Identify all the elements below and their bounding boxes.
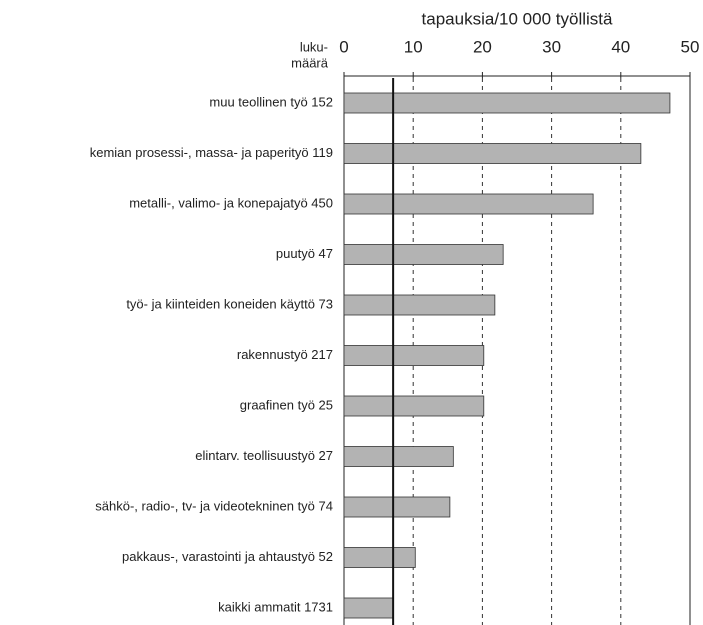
bar — [343, 547, 416, 568]
x-axis-label: tapauksia/10 000 työllistä — [422, 9, 613, 28]
x-tick-label: 40 — [611, 37, 630, 56]
y-tick-label: graafinen työ 25 — [240, 397, 333, 412]
y-tick-label: sähkö-, radio-, tv- ja videotekninen työ… — [95, 498, 333, 513]
bar — [343, 294, 496, 316]
y-tick-label: metalli-, valimo- ja konepajatyö 450 — [129, 195, 333, 210]
y-tick-label: muu teollinen työ 152 — [209, 94, 333, 109]
x-tick-label: 20 — [473, 37, 492, 56]
y-tick-label: työ- ja kiinteiden koneiden käyttö 73 — [126, 296, 333, 311]
bar — [343, 244, 504, 265]
y-tick-label: elintarv. teollisuustyö 27 — [195, 448, 333, 463]
y-tick-label: kaikki ammatit 1731 — [218, 599, 333, 614]
x-tick-label: 30 — [542, 37, 561, 56]
x-tick-label: 0 — [339, 37, 348, 56]
x-tick-label: 10 — [404, 37, 423, 56]
bar — [343, 496, 451, 518]
y-tick-label: puutyö 47 — [276, 246, 333, 261]
x-tick-label: 50 — [681, 37, 700, 56]
bar — [343, 446, 454, 467]
y-tick-label: pakkaus-, varastointi ja ahtaustyö 52 — [122, 549, 333, 564]
y-tick-label: rakennustyö 217 — [237, 347, 333, 362]
y-tick-label: kemian prosessi-, massa- ja paperityö 11… — [90, 145, 333, 160]
bar — [343, 597, 394, 619]
category-header: luku- — [300, 39, 328, 54]
category-header: määrä — [291, 55, 329, 70]
bar — [343, 345, 485, 366]
bar — [343, 143, 642, 164]
bar — [343, 92, 671, 114]
bar — [343, 395, 485, 417]
bar — [343, 193, 594, 215]
